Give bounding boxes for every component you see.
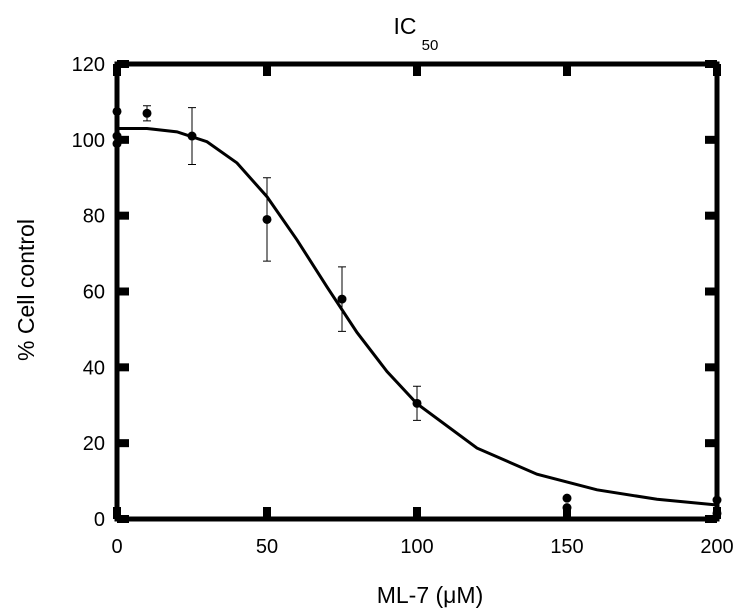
x-tick-label: 50: [256, 536, 278, 558]
y-tick-label: 0: [94, 509, 105, 531]
data-point: [562, 493, 572, 503]
x-tick-label: 0: [111, 536, 122, 558]
x-axis-label: ML-7 (μM): [377, 582, 484, 608]
x-tick-label: 150: [550, 536, 583, 558]
y-tick-label: 80: [83, 206, 105, 228]
data-point: [712, 508, 722, 518]
data-point: [112, 131, 122, 141]
y-tick-label: 100: [72, 130, 105, 152]
y-tick-label: 60: [83, 282, 105, 304]
fit-curve: [117, 126, 718, 507]
x-tick-label: 100: [400, 536, 433, 558]
data-point: [262, 214, 272, 224]
chart-title: IC: [394, 13, 417, 39]
y-tick-label: 20: [83, 433, 105, 455]
data-point: [142, 108, 152, 118]
data-point: [112, 106, 122, 116]
y-tick-label: 120: [72, 54, 105, 76]
chart-title-subscript: 50: [422, 37, 439, 54]
data-point: [112, 139, 122, 149]
data-point: [337, 294, 347, 304]
y-tick-label: 40: [83, 357, 105, 379]
data-point: [712, 495, 722, 505]
x-tick-label: 200: [700, 536, 733, 558]
data-point: [187, 131, 197, 141]
data-point: [562, 503, 572, 513]
y-axis-label: % Cell control: [13, 219, 39, 361]
data-point: [412, 398, 422, 408]
plot-frame: [114, 61, 720, 522]
